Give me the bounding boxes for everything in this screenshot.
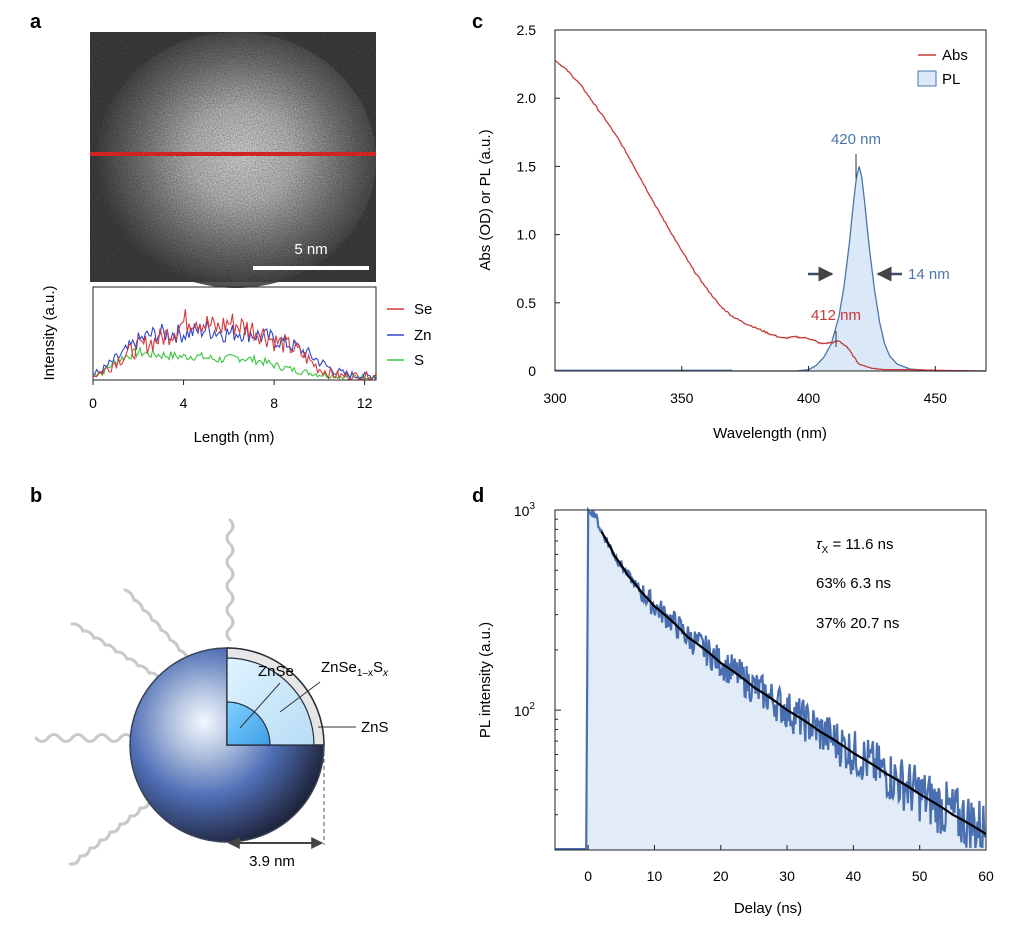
x-tick-label: 50 [912, 868, 928, 884]
x-tick-label: 30 [779, 868, 795, 884]
peak-label-412: 412 nm [811, 307, 861, 324]
y-tick-exponent: 3 [529, 501, 535, 512]
y-tick-label: 2.5 [517, 22, 537, 38]
y-tick-label: 0.5 [517, 295, 537, 311]
tau-value: = 11.6 ns [828, 536, 893, 553]
chart-a-line-profile: 0 4 8 12 Length (nm) Intensity (a.u.) Se Zn… [41, 285, 432, 446]
peak-label-420: 420 nm [831, 131, 881, 148]
ligand-squiggle [34, 733, 134, 743]
alloy-label: ZnSe1–xSx [321, 659, 389, 679]
legend-pl-swatch [917, 70, 937, 87]
chart-c-legend: Abs PL [917, 47, 968, 88]
panel-label-c: c [472, 11, 483, 33]
panel-label-a: a [30, 11, 42, 33]
y-tick-label: 103 [514, 501, 536, 519]
chart-c-absorption-pl: 300 350 400 450 0 0.5 1.0 1.5 2.0 2.5 Wavelength … [477, 22, 987, 442]
x-tick-label: 0 [89, 395, 97, 411]
ligand-squiggle [70, 622, 162, 682]
chart-c-xlabel: Wavelength (nm) [713, 425, 827, 442]
core-label: ZnSe [258, 663, 294, 680]
y-tick-label: 102 [514, 701, 536, 719]
alloy-label-s: S [373, 659, 383, 676]
chart-c-ylabel: Abs (OD) or PL (a.u.) [477, 129, 494, 270]
y-tick-label: 1.0 [517, 227, 537, 243]
component-1-annotation: 63% 6.3 ns [816, 575, 891, 592]
ligand-squiggles [34, 518, 235, 866]
y-tick-exponent: 2 [529, 701, 535, 712]
alloy-label-x: x [382, 668, 389, 679]
panel-label-d: d [472, 485, 484, 507]
chart-c-frame [554, 29, 987, 372]
legend-abs-label: Abs [942, 47, 968, 64]
legend-s-label: S [414, 352, 424, 369]
chart-d-xlabel: Delay (ns) [734, 900, 802, 917]
ligand-squiggle [123, 588, 190, 662]
chart-d-ylabel-text: PL intensity (a.u.) [477, 622, 494, 738]
legend-se-label: Se [414, 301, 432, 318]
x-tick-label: 12 [357, 395, 373, 411]
series-abs-line [554, 60, 986, 372]
y-tick-label: 2.0 [517, 90, 537, 106]
legend-zn-label: Zn [414, 327, 432, 344]
legend-pl-label: PL [942, 71, 960, 88]
series-pl-area [732, 166, 986, 371]
alloy-label-base: ZnSe [321, 659, 357, 676]
y-tick-base: 10 [514, 503, 530, 519]
cutaway-core [226, 701, 271, 746]
chart-a-frame [92, 286, 377, 381]
radius-label: 3.9 nm [249, 853, 295, 870]
y-tick-label: 0 [528, 363, 536, 379]
x-tick-label: 0 [584, 868, 592, 884]
series-se-line [92, 309, 376, 381]
x-tick-label: 40 [846, 868, 862, 884]
x-tick-label: 400 [797, 390, 821, 406]
x-tick-label: 450 [924, 390, 948, 406]
x-tick-label: 10 [647, 868, 663, 884]
y-tick-label: 1.5 [517, 158, 537, 174]
panel-label-b: b [30, 485, 42, 507]
tau-annotation: τX = 11.6 ns [816, 536, 893, 556]
series-fit-line [600, 531, 987, 836]
tau-symbol: τ [816, 536, 823, 553]
scale-bar-label: 5 nm [294, 241, 327, 258]
x-tick-label: 4 [180, 395, 188, 411]
alloy-label-sub: 1–x [357, 668, 373, 679]
stem-noise-overlay [90, 32, 376, 282]
core-shell-schematic: ZnSe ZnSe1–xSx ZnS 3.9 nm [34, 518, 389, 870]
chart-a-ylabel: Intensity (a.u.) [41, 285, 58, 380]
chart-d-frame [554, 509, 987, 851]
x-tick-label: 60 [978, 868, 994, 884]
y-tick-base: 10 [514, 703, 530, 719]
core-leader-line [239, 682, 281, 729]
component-2-annotation: 37% 20.7 ns [816, 615, 899, 632]
x-tick-label: 8 [270, 395, 278, 411]
x-tick-label: 350 [670, 390, 694, 406]
ligand-squiggle [68, 798, 152, 866]
stem-image: 5 nm [90, 32, 376, 288]
chart-c-ylabel-text: Abs (OD) or PL (a.u.) [477, 129, 494, 270]
shell-label: ZnS [361, 719, 389, 736]
alloy-leader-line [279, 681, 321, 713]
chart-a-legend: Se Zn S [387, 301, 432, 369]
chart-d-ylabel: PL intensity (a.u.) [477, 622, 494, 738]
ligand-squiggle [225, 518, 235, 642]
series-decay-line [555, 506, 987, 851]
chart-a-xlabel: Length (nm) [194, 429, 275, 446]
x-tick-label: 20 [713, 868, 729, 884]
chart-a-ylabel-text: Intensity (a.u.) [41, 285, 58, 380]
tau-subscript: X [822, 545, 829, 556]
x-tick-label: 300 [543, 390, 567, 406]
fwhm-label: 14 nm [908, 266, 950, 283]
